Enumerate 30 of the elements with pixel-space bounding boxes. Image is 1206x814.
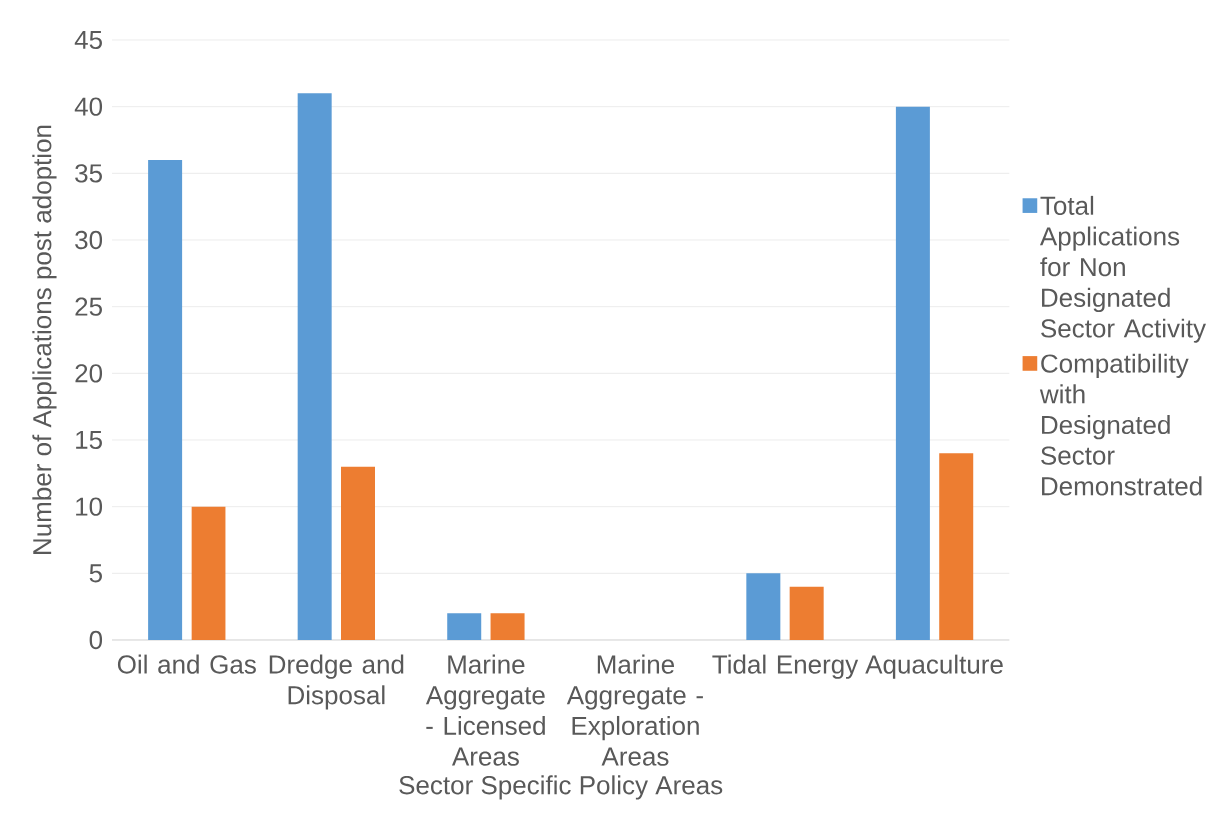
- bar: [447, 613, 482, 640]
- x-tick-label: Marine Aggregate - Licensed Areas: [425, 654, 545, 766]
- y-tick-label: 0: [89, 630, 103, 650]
- x-tick-label: Tidal Energy: [712, 654, 859, 679]
- y-tick-label: 10: [76, 497, 103, 516]
- legend-label: Total Applications for Non Designated Sector Activity: [1039, 195, 1206, 343]
- bar: [341, 466, 375, 640]
- bar: [789, 586, 824, 640]
- legend-label: Compatibility with Designated Sector Demonstrated: [1039, 353, 1202, 496]
- y-tick-label: 25: [75, 297, 102, 316]
- bar: [148, 159, 183, 640]
- x-axis-title: Sector Specific Policy Areas: [399, 775, 723, 800]
- y-tick-label: 20: [75, 364, 103, 383]
- y-tick-label: 15: [76, 430, 102, 450]
- bar: [490, 613, 525, 640]
- y-tick-label: 30: [75, 230, 103, 250]
- bar: [939, 453, 974, 640]
- x-tick-label: Marine Aggregate - Exploration Areas: [566, 654, 703, 766]
- y-tick-label: 45: [74, 30, 102, 50]
- y-tick-label: 35: [75, 164, 102, 183]
- bar: [297, 93, 332, 640]
- y-tick-label: 40: [74, 97, 103, 116]
- x-tick-label: Dredge and Disposal: [269, 654, 404, 710]
- x-tick-label: Oil and Gas: [117, 654, 256, 674]
- bar: [895, 106, 930, 640]
- y-tick-label: 5: [89, 564, 102, 583]
- y-axis-title: Number of Applications post adoption: [32, 125, 57, 554]
- bar: [191, 506, 226, 640]
- x-tick-label: Aquaculture: [865, 654, 1003, 679]
- bar: [746, 573, 781, 640]
